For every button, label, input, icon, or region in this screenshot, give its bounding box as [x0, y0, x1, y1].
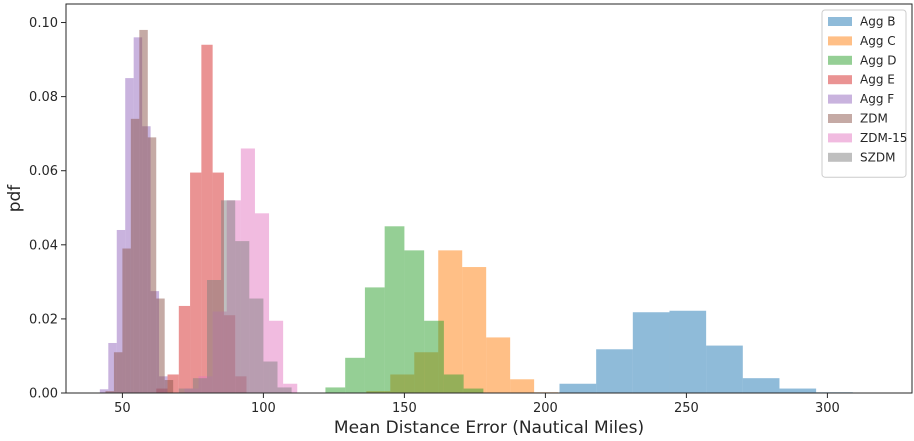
histogram-bar — [105, 391, 114, 393]
histogram-bar — [486, 337, 511, 393]
legend-label: Agg F — [860, 92, 894, 106]
legend-item: Agg B — [828, 15, 896, 29]
plot-frame — [65, 3, 913, 394]
histogram-bar — [742, 378, 780, 393]
x-axis-ticks: 50 100 150 200 250 300 — [114, 393, 840, 416]
histogram-bar — [207, 280, 222, 393]
series-agg-b — [559, 310, 853, 393]
histogram-bar — [779, 388, 817, 393]
legend-item: Agg F — [828, 92, 894, 106]
y-tick-label: 0.08 — [29, 90, 58, 105]
x-tick-label: 100 — [251, 401, 276, 416]
y-tick-label: 0.02 — [29, 312, 58, 327]
legend-label: ZDM — [860, 112, 888, 126]
x-tick-label: 50 — [114, 401, 131, 416]
legend-item: SZDM — [828, 150, 895, 164]
histogram-bar — [463, 388, 484, 393]
legend-label: Agg B — [860, 15, 896, 29]
histogram-bar — [156, 298, 165, 393]
histogram-bar — [164, 380, 174, 393]
histogram-bar — [221, 200, 236, 393]
legend-label: Agg C — [860, 34, 896, 48]
series-agg-d — [325, 226, 484, 393]
legend-item: Agg C — [828, 34, 896, 48]
histogram-bar — [632, 312, 670, 393]
histogram-bar — [384, 226, 405, 393]
legend: Agg B Agg C Agg D Agg E Agg F ZDM ZDM-15 SZDM — [821, 9, 907, 178]
legend-label: SZDM — [860, 150, 895, 164]
x-tick-label: 200 — [533, 401, 558, 416]
histogram-bar — [178, 305, 191, 393]
legend-swatch — [828, 94, 852, 104]
histogram-bar — [404, 250, 425, 393]
legend-label: Agg D — [860, 53, 897, 67]
histogram-bar — [364, 287, 385, 393]
legend-item: ZDM — [828, 112, 888, 126]
legend-item: Agg D — [828, 53, 897, 67]
histogram-bar — [443, 374, 464, 393]
legend-item: ZDM-15 — [828, 131, 907, 145]
histogram-bar — [116, 229, 126, 393]
legend-swatch — [828, 36, 852, 46]
histogram-bar — [462, 267, 487, 393]
histogram-bar — [510, 379, 535, 393]
histogram-bar — [192, 378, 207, 393]
plot-bars — [99, 29, 853, 394]
y-tick-label: 0.06 — [29, 164, 58, 179]
legend-swatch — [828, 75, 852, 85]
legend-swatch — [828, 55, 852, 65]
histogram-bar — [201, 44, 213, 393]
histogram-bar — [325, 387, 346, 393]
histogram-bar — [669, 310, 707, 393]
histogram-bar — [108, 342, 117, 393]
histogram-bar — [122, 248, 131, 393]
y-axis-ticks: 0.00 0.02 0.04 0.06 0.08 0.10 — [29, 16, 66, 402]
legend-swatch — [828, 114, 852, 123]
y-tick-label: 0.04 — [29, 238, 58, 253]
legend-label: Agg E — [860, 73, 895, 87]
histogram-bar — [125, 78, 134, 393]
histogram-bar — [263, 361, 278, 393]
histogram-bar — [345, 357, 365, 393]
series-zdm — [105, 29, 174, 394]
histogram-bar — [99, 389, 109, 393]
x-tick-label: 300 — [815, 401, 840, 416]
y-axis-label: pdf — [5, 184, 25, 213]
histogram-bar — [559, 383, 597, 393]
histogram-bar — [277, 387, 292, 393]
histogram-bar — [235, 241, 250, 393]
histogram-bar — [190, 172, 202, 393]
histogram-bar — [424, 320, 444, 393]
histogram-bar — [130, 118, 140, 393]
series-szdm — [178, 200, 292, 393]
histogram-bar — [178, 388, 193, 393]
y-tick-label: 0.00 — [29, 387, 58, 402]
histogram-bar — [706, 345, 743, 393]
y-tick-label: 0.10 — [29, 16, 58, 31]
legend-label: ZDM-15 — [860, 131, 907, 145]
x-axis-label: Mean Distance Error (Nautical Miles) — [334, 418, 644, 438]
x-tick-label: 150 — [392, 401, 417, 416]
legend-swatch — [828, 152, 852, 162]
histogram-bar — [139, 29, 148, 394]
histogram-bar — [438, 250, 463, 393]
x-tick-label: 250 — [674, 401, 699, 416]
histogram-bar — [249, 298, 264, 393]
legend-item: Agg E — [828, 73, 895, 87]
histogram-bar — [147, 137, 157, 393]
histogram-bar — [596, 349, 633, 393]
legend-swatch — [828, 17, 852, 26]
histogram-bar — [113, 352, 123, 393]
legend-swatch — [828, 133, 852, 143]
